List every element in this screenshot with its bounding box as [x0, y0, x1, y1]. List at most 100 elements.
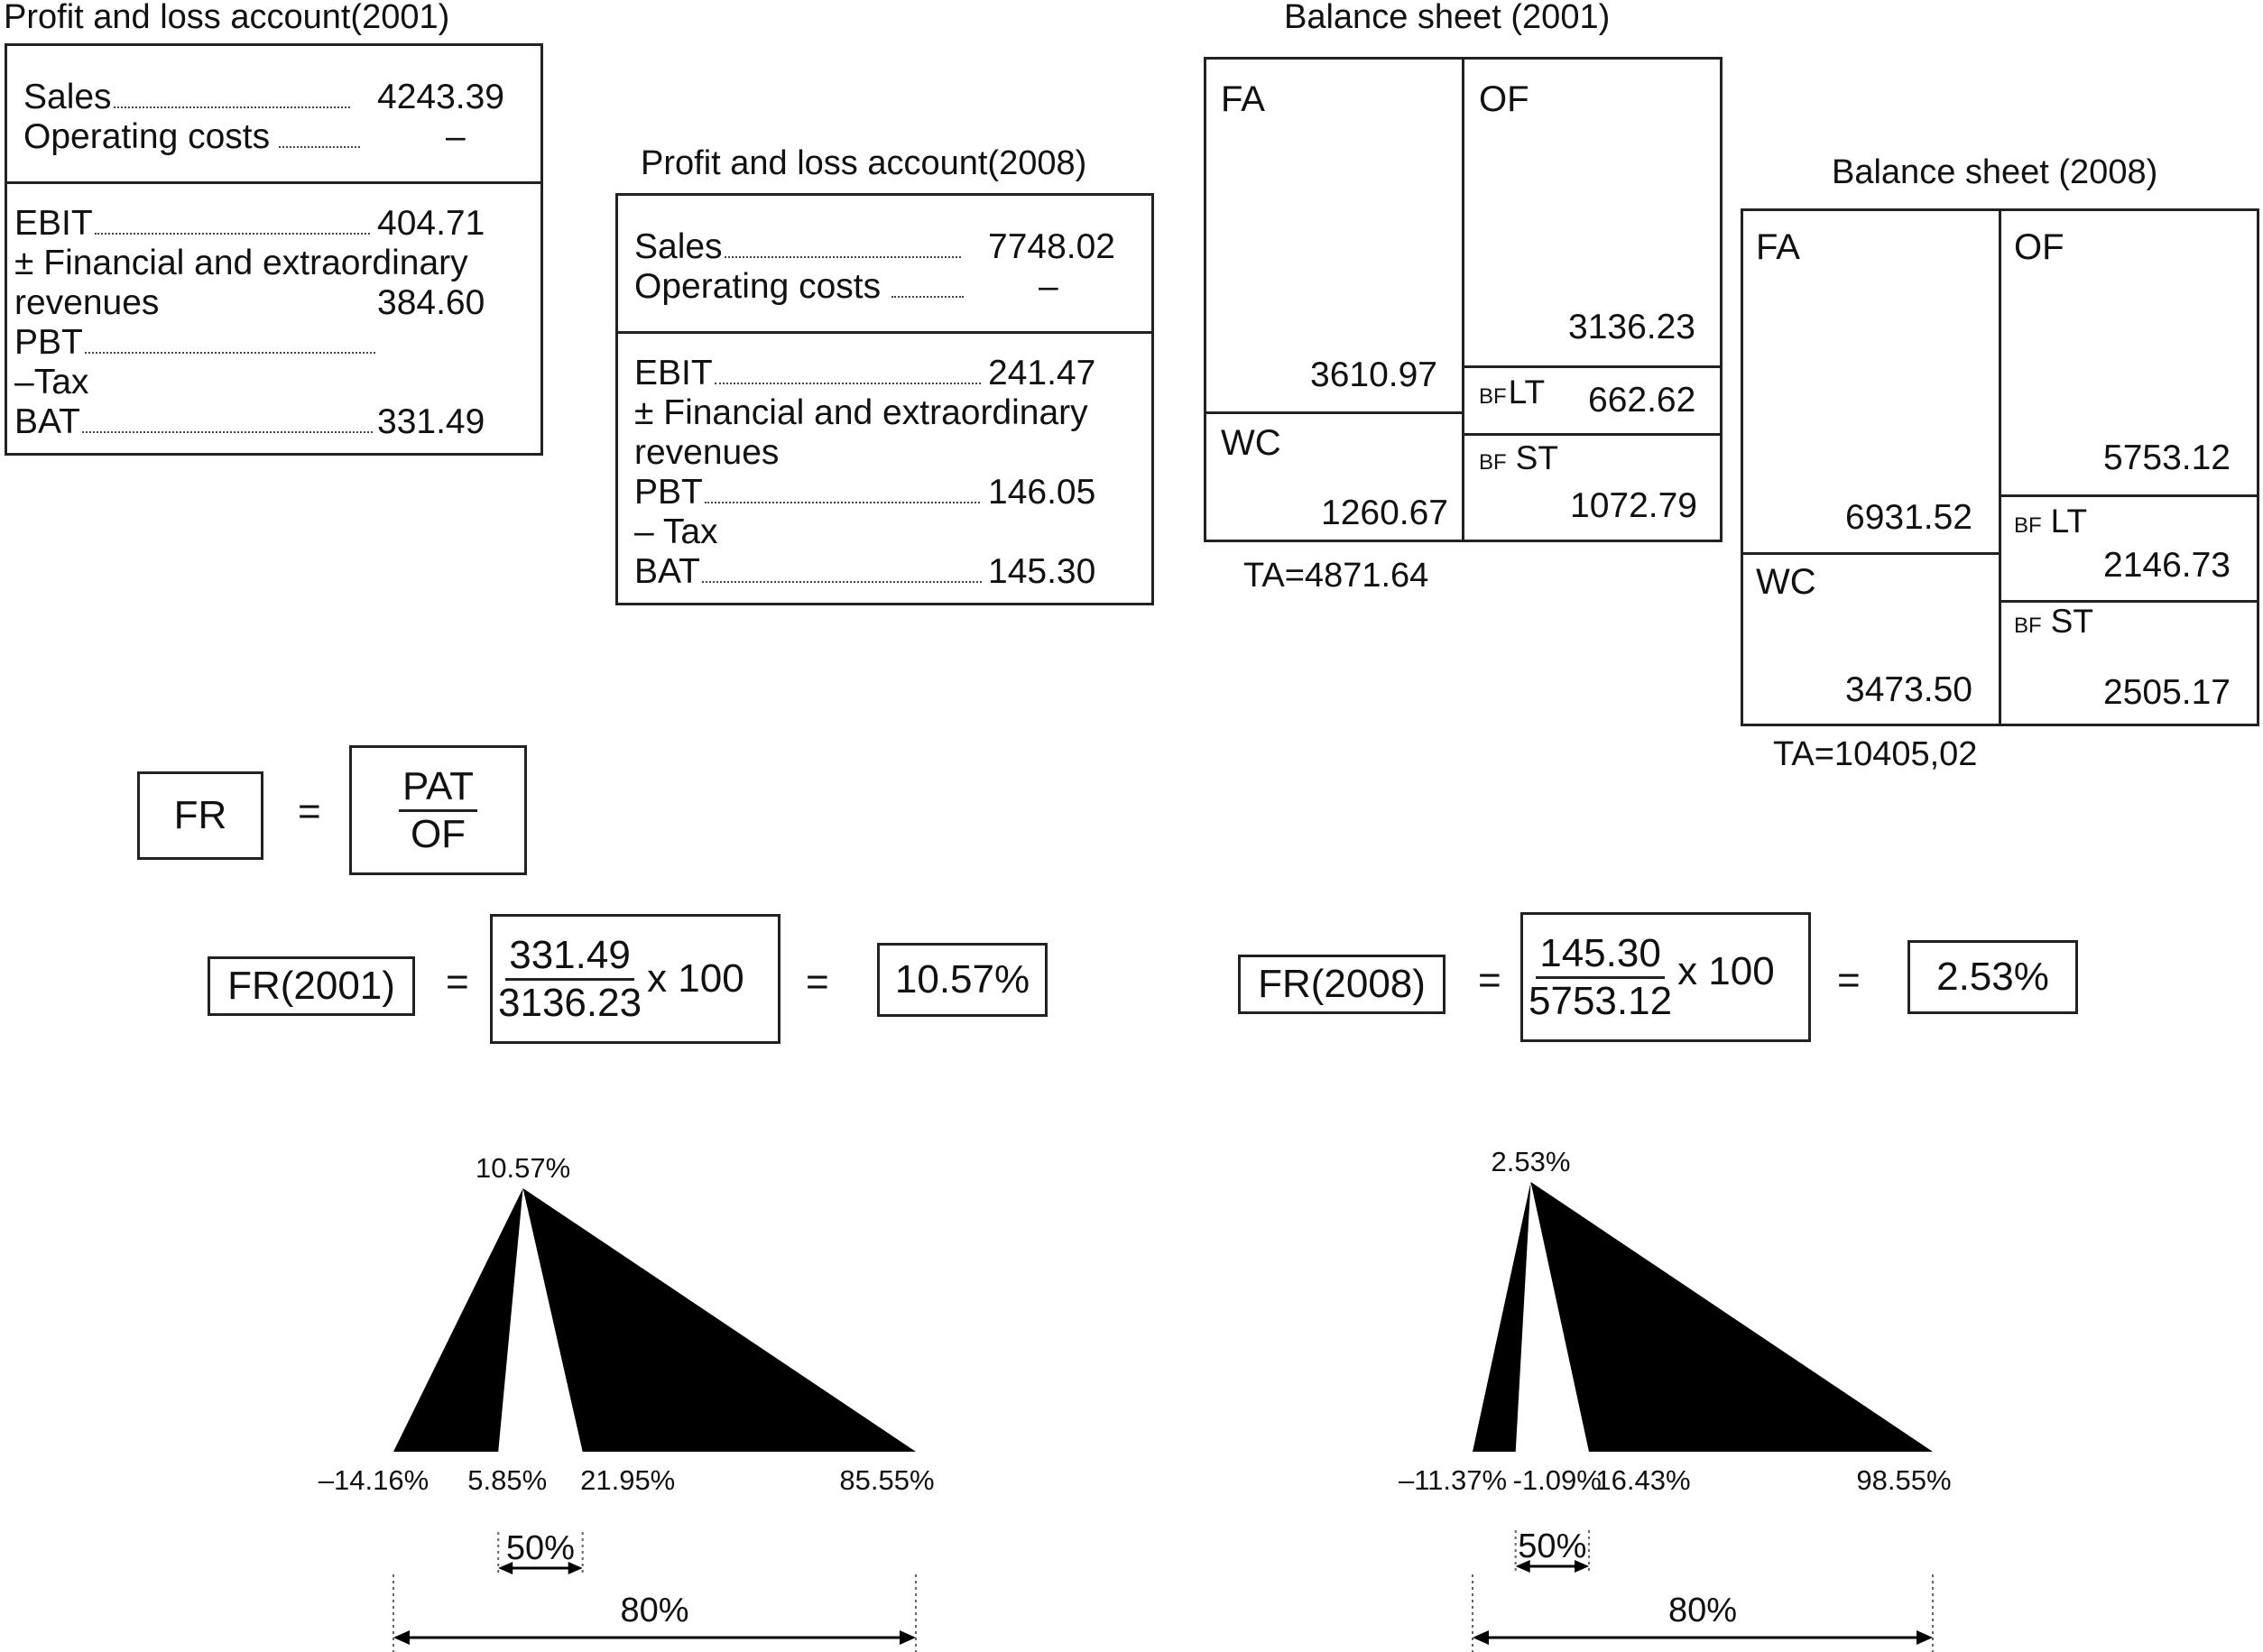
fr2008-eq2: =	[1837, 958, 1861, 1002]
pl2008-ebit-row: EBIT	[634, 355, 981, 392]
pl2008-box: Sales 7748.02 Operating costs – EBIT 241…	[615, 193, 1154, 605]
fr2001-denominator: 3136.23	[498, 980, 642, 1025]
pl2001-opcosts-row: Operating costs	[23, 117, 361, 156]
fr2001-fraction: 331.49 3136.23	[498, 933, 642, 1026]
fr2008-times: x 100	[1677, 949, 1775, 993]
bs2008-st-value: 2505.17	[2103, 673, 2231, 712]
bs2001-wc-label: WC	[1221, 423, 1281, 463]
fr2001-eq2: =	[806, 960, 829, 1004]
fr2001-eq1: =	[446, 960, 469, 1004]
dist2008-min-label: –11.37%	[1399, 1464, 1507, 1496]
bs2008-st-cell: BF ST 2505.17	[1999, 600, 2259, 726]
fr2008-eq1: =	[1478, 958, 1501, 1002]
fr-formula-rhs: PAT OF	[349, 745, 527, 875]
pl2001-pbt-row: PBT	[14, 324, 375, 362]
pl2001-ebit-row: EBIT	[14, 205, 370, 243]
bs2008-wc-value: 3473.50	[1845, 670, 1972, 709]
fr2008-lhs: FR(2008)	[1238, 955, 1446, 1014]
pl2001-box: Sales 4243.39 Operating costs – EBIT 404…	[5, 43, 543, 456]
pl2008-pbt-row: PBT	[634, 474, 980, 512]
pl2001-fin-value: 384.60	[377, 283, 485, 322]
fr-formula-denominator: OF	[410, 811, 466, 856]
pl2008-opcosts-row: Operating costs	[634, 267, 965, 306]
bs2001-lt-label-row: BFLT	[1479, 374, 1545, 411]
pl2001-title: Profit and loss account(2001)	[4, 0, 450, 36]
bs2008-lt-value: 2146.73	[2103, 546, 2231, 585]
bs2008-lt-label-row: BF LT	[2014, 503, 2087, 540]
fr-formula-eq: =	[298, 789, 321, 834]
pl2008-sales-row: Sales	[634, 228, 961, 266]
bs2001-st-value: 1072.79	[1570, 486, 1697, 525]
pl2008-bat-label: BAT	[634, 552, 700, 591]
fr2001-numerator: 331.49	[505, 933, 634, 981]
pl2001-opcosts-label: Operating costs	[23, 117, 271, 156]
bs2008-lt-label: LT	[2050, 503, 2088, 540]
dist2001-inner-low-label: 5.85%	[467, 1464, 547, 1496]
bs2001-wc-value: 1260.67	[1321, 494, 1448, 532]
pl2001-tax-label: –Tax	[14, 363, 89, 401]
bs2008-lt-bf: BF	[2014, 513, 2042, 538]
pl2001-sales-label: Sales	[23, 78, 112, 116]
pl2008-divider	[618, 331, 1151, 334]
dist2001-inner-arrowhead-left	[498, 1562, 513, 1574]
pl2001-bat-value: 331.49	[377, 402, 485, 441]
pl2001-ebit-label: EBIT	[14, 204, 93, 243]
fr2008-expr: 145.30 5753.12 x 100	[1520, 912, 1811, 1042]
pl2001-fin-label-2: revenues	[14, 283, 160, 322]
bs2001-wc-cell: WC 1260.67	[1204, 411, 1464, 542]
bs2001-of-label: OF	[1479, 79, 1529, 119]
bs2001-lt-value: 662.62	[1588, 381, 1696, 420]
dist2001-peak-label: 10.57%	[476, 1152, 570, 1184]
fr-formula-lhs: FR	[137, 771, 263, 860]
dist2001-triangle	[393, 1188, 916, 1452]
bs2001-lt-label: LT	[1508, 374, 1546, 411]
bs2008-of-cell: OF 5753.12	[1999, 208, 2259, 497]
fr2001-lhs: FR(2001)	[208, 956, 415, 1016]
pl2008-opcosts-label: Operating costs	[634, 267, 882, 306]
dist2001-outer-arrowhead-left	[393, 1630, 410, 1645]
pl2008-ebit-label: EBIT	[634, 354, 713, 392]
pl2001-ebit-value: 404.71	[377, 204, 485, 243]
dist2008-outer-arrowhead-right	[1917, 1630, 1933, 1645]
fr2001-result: 10.57%	[877, 943, 1048, 1017]
distribution-2008: 2.53% –11.37% -1.09%16.43% 98.55% 50% 80%	[1399, 1146, 1952, 1652]
bs2001-title: Balance sheet (2001)	[1284, 0, 1611, 36]
bs2008-wc-cell: WC 3473.50	[1741, 552, 2001, 726]
dist2008-triangle	[1473, 1182, 1933, 1452]
dist2008-inner-arrowhead-right	[1574, 1560, 1589, 1573]
bs2001-fa-value: 3610.97	[1310, 355, 1437, 394]
dist2008-inner-pct: 50%	[1518, 1527, 1586, 1565]
dist2001-inner-pct: 50%	[506, 1529, 575, 1567]
pl2008-ebit-value: 241.47	[988, 354, 1096, 392]
bs2001-st-label: ST	[1515, 439, 1558, 476]
bs2008-ta: TA=10405,02	[1773, 735, 1978, 773]
bs2001-lt-bf: BF	[1479, 384, 1507, 409]
dist2008-max-label: 98.55%	[1856, 1464, 1951, 1496]
pl2008-sales-label: Sales	[634, 227, 723, 266]
dist2001-outer-pct: 80%	[620, 1592, 688, 1629]
bs2008-of-value: 5753.12	[2103, 438, 2231, 477]
pl2008-fin-label-2: revenues	[634, 433, 780, 472]
dist2008-inner-band	[1515, 1182, 1589, 1452]
bs2008-st-label: ST	[2050, 603, 2093, 640]
bs2001-fa-label: FA	[1221, 79, 1265, 119]
bs2001-st-bf: BF	[1479, 450, 1507, 475]
dist2001-min-label: –14.16%	[319, 1464, 429, 1496]
bs2001-ta: TA=4871.64	[1243, 557, 1429, 595]
pl2001-sales-row: Sales	[23, 78, 350, 116]
pl2008-bat-value: 145.30	[988, 552, 1096, 591]
bs2008-st-label-row: BF ST	[2014, 603, 2093, 641]
pl2008-sales-value: 7748.02	[988, 227, 1115, 266]
pl2008-tax-label: – Tax	[634, 512, 718, 551]
dist2001-inner-band	[498, 1188, 583, 1452]
bs2008-wc-label: WC	[1756, 562, 1816, 602]
bs2001-st-label-row: BF ST	[1479, 439, 1558, 477]
bs2001-sheet: FA 3610.97 WC 1260.67 OF 3136.23 BFLT 66…	[1204, 57, 1723, 542]
dist2001-max-label: 85.55%	[839, 1464, 934, 1496]
pl2008-opcosts-value: –	[1039, 267, 1058, 306]
dist2001-outer-arrowhead-right	[900, 1630, 916, 1645]
pl2001-pbt-label: PBT	[14, 323, 83, 362]
pl2001-divider	[7, 181, 540, 184]
fr2008-denominator: 5753.12	[1529, 978, 1673, 1023]
